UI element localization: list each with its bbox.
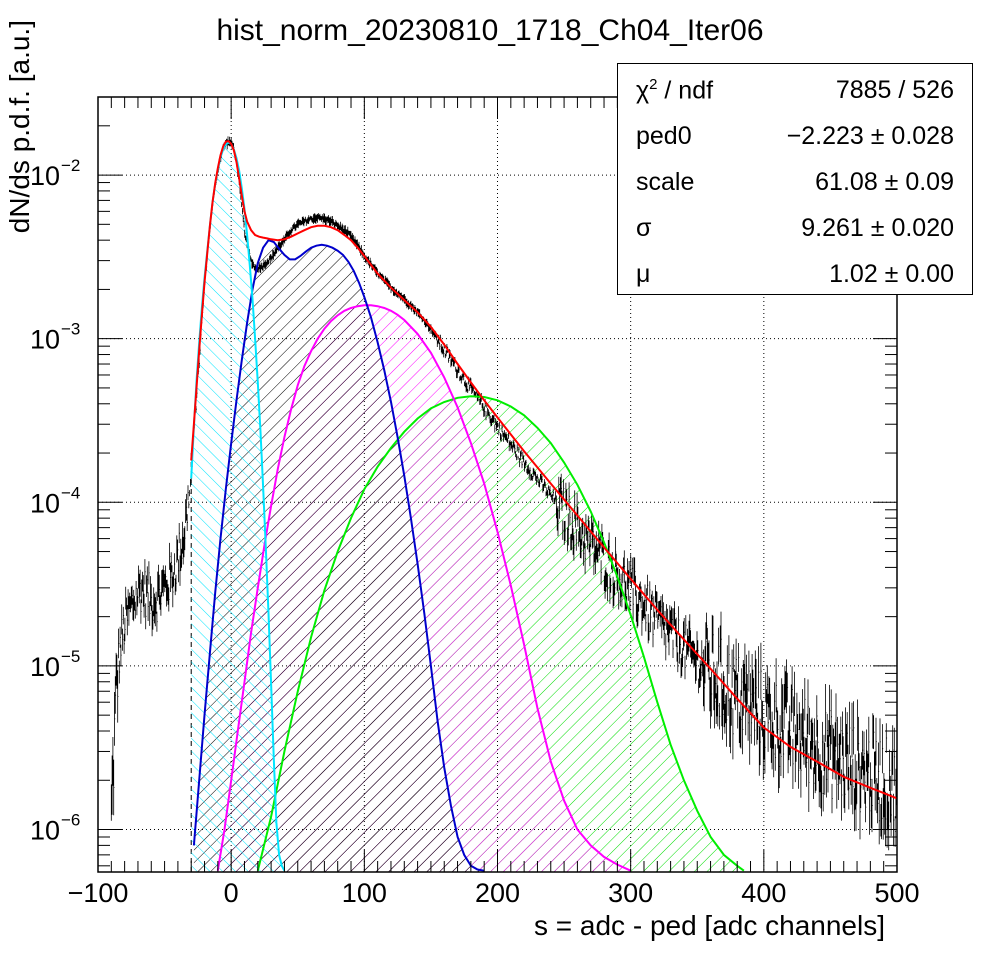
x-tick-label: −100 <box>68 878 129 908</box>
x-tick-label: 400 <box>741 878 786 908</box>
stats-value: 9.261 ± 0.020 <box>801 214 954 242</box>
y-tick-label-exponent: −2 <box>61 156 80 175</box>
y-tick-label-exponent: −3 <box>61 320 80 339</box>
x-tick-label: 100 <box>342 878 387 908</box>
stats-value: 1.02 ± 0.00 <box>829 260 954 288</box>
y-tick-label: 10 <box>30 816 60 846</box>
y-tick-label-exponent: −5 <box>61 647 80 666</box>
y-axis-label: dN/ds p.d.f. [a.u.] <box>4 20 35 234</box>
component-fills <box>190 142 744 872</box>
y-tick-label: 10 <box>30 161 60 191</box>
y-tick-label-exponent: −4 <box>61 483 80 502</box>
stats-key: χ2 / ndf <box>636 76 714 105</box>
stats-key: σ <box>636 214 652 242</box>
stats-key: ped0 <box>636 122 692 150</box>
x-tick-label: 200 <box>475 878 520 908</box>
y-tick-label: 10 <box>30 325 60 355</box>
stats-row-scale: scale 61.08 ± 0.09 <box>618 160 972 206</box>
stats-value: −2.223 ± 0.028 <box>786 122 954 150</box>
stats-value: 7885 / 526 <box>835 76 954 104</box>
fit-stats-box: χ2 / ndf 7885 / 526 ped0 −2.223 ± 0.028 … <box>617 63 973 295</box>
x-tick-label: 300 <box>608 878 653 908</box>
fit-curves <box>190 140 897 872</box>
y-tick-label: 10 <box>30 652 60 682</box>
fit-curve-1-p-e- <box>192 239 485 872</box>
stats-row-sigma: σ 9.261 ± 0.020 <box>618 206 972 252</box>
stats-key: μ <box>636 260 651 288</box>
fill-pedestal <box>191 142 285 872</box>
y-tick-label: 10 <box>30 488 60 518</box>
stats-row-ped0: ped0 −2.223 ± 0.028 <box>618 114 972 160</box>
stats-row-mu: μ 1.02 ± 0.00 <box>618 252 972 298</box>
stats-row-chi2: χ2 / ndf 7885 / 526 <box>618 68 972 114</box>
fit-curve-3-p-e- <box>256 395 745 872</box>
y-tick-label-exponent: −6 <box>61 811 80 830</box>
chart-title: hist_norm_20230810_1718_Ch04_Iter06 <box>216 14 764 47</box>
stats-value: 61.08 ± 0.09 <box>815 168 954 196</box>
stats-key: scale <box>636 168 695 196</box>
x-axis-label: s = adc - ped [adc channels] <box>534 910 885 941</box>
x-tick-label: 0 <box>224 878 239 908</box>
x-tick-label: 500 <box>874 878 919 908</box>
fit-curve-total <box>190 140 897 800</box>
